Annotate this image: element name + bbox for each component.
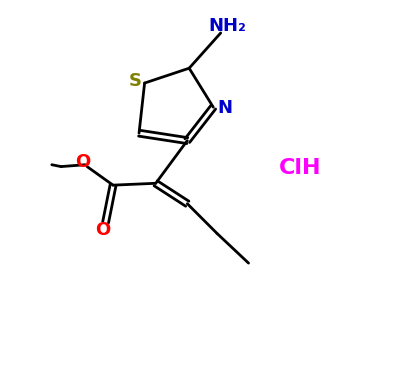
Text: NH₂: NH₂ [208,17,246,35]
Text: N: N [217,99,233,117]
Text: ClH: ClH [279,159,322,178]
Text: S: S [129,72,142,90]
Text: O: O [75,153,90,171]
Text: O: O [95,221,110,239]
